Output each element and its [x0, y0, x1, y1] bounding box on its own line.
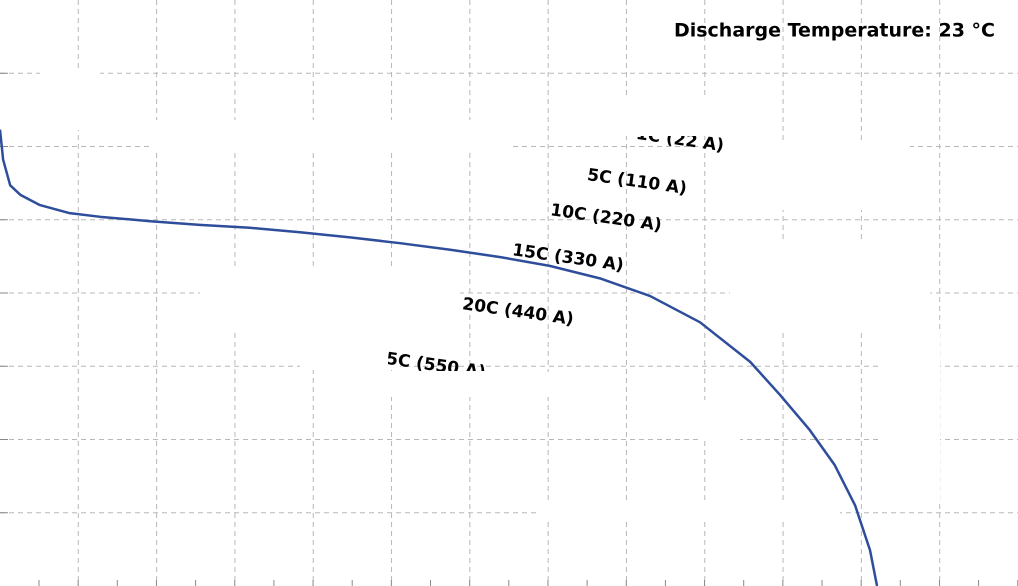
curve-label: 5C (110 A): [586, 165, 688, 199]
curve-label: 10C (220 A): [549, 200, 663, 235]
mask-patch: [150, 120, 510, 150]
mask-patch: [370, 350, 388, 375]
mask-patch: [610, 100, 750, 136]
mask-patch: [370, 371, 500, 391]
mask-patch: [555, 150, 595, 178]
mask-patch: [540, 500, 840, 520]
chart-title: Discharge Temperature: 23 °C: [674, 20, 995, 42]
mask-patch: [730, 240, 930, 330]
curve-label: 20C (440 A): [461, 294, 575, 329]
line-series: [0, 129, 879, 586]
mask-patch: [880, 330, 940, 500]
mask-patch: [710, 140, 910, 210]
mask-patch: [700, 400, 740, 440]
mask-patch: [40, 70, 100, 130]
mask-patch: [200, 270, 460, 330]
